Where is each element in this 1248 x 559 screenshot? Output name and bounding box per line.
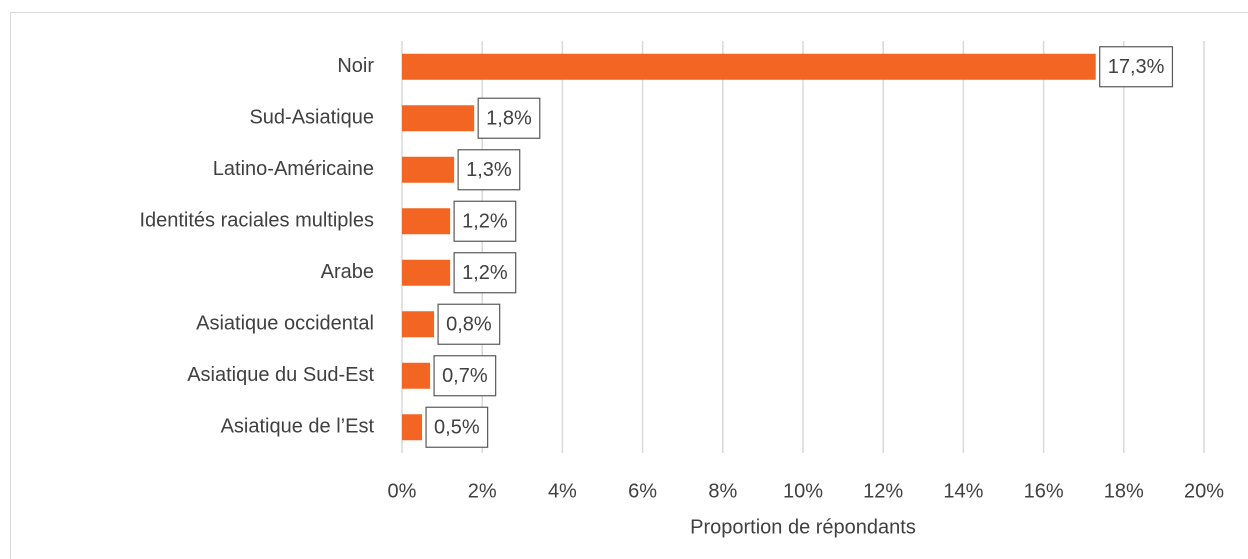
data-label: 0,7% <box>442 365 488 387</box>
data-label-box <box>477 97 541 139</box>
data-label-box <box>453 200 517 242</box>
data-label-box <box>453 252 517 294</box>
y-tick-label: Latino-Américaine <box>213 158 374 180</box>
chart-frame <box>10 12 1248 559</box>
x-tick-label: 8% <box>708 480 737 502</box>
x-tick-label: 0% <box>388 480 417 502</box>
bar <box>402 105 475 132</box>
bar <box>402 156 455 183</box>
bar <box>402 362 431 389</box>
bar <box>402 414 423 441</box>
x-tick-label: 14% <box>943 480 983 502</box>
x-tick-label: 2% <box>468 480 497 502</box>
y-tick-label: Identités raciales multiples <box>139 210 374 232</box>
data-label: 1,2% <box>462 211 508 233</box>
bar <box>402 53 1096 80</box>
bar <box>402 259 451 286</box>
x-tick-label: 16% <box>1024 480 1064 502</box>
x-tick-label: 4% <box>548 480 577 502</box>
x-tick-label: 18% <box>1104 480 1144 502</box>
x-tick-label: 6% <box>628 480 657 502</box>
data-label-box <box>433 355 497 397</box>
data-label: 17,3% <box>1108 56 1165 78</box>
x-tick-label: 20% <box>1184 480 1224 502</box>
x-axis-title: Proportion de répondants <box>690 516 916 538</box>
data-label: 1,2% <box>462 262 508 284</box>
y-tick-label: Noir <box>337 55 374 77</box>
data-label: 0,8% <box>446 314 492 336</box>
x-tick-label: 10% <box>783 480 823 502</box>
y-tick-label: Arabe <box>321 261 374 283</box>
data-label-box <box>1099 46 1174 88</box>
data-label: 0,5% <box>434 417 480 439</box>
y-tick-label: Asiatique du Sud-Est <box>187 364 374 386</box>
x-tick-label: 12% <box>863 480 903 502</box>
data-label: 1,8% <box>486 108 532 130</box>
data-label-box <box>457 149 521 191</box>
bar <box>402 208 451 235</box>
data-label: 1,3% <box>466 159 512 181</box>
data-label-box <box>437 303 501 345</box>
y-tick-label: Asiatique de l’Est <box>221 416 375 438</box>
y-tick-label: Asiatique occidental <box>196 313 374 335</box>
bar <box>402 311 435 338</box>
data-label-box <box>425 406 489 448</box>
y-tick-label: Sud-Asiatique <box>249 107 374 129</box>
